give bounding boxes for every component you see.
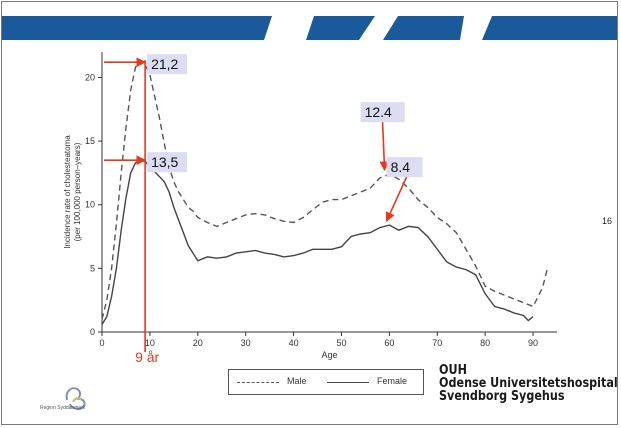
male-60-callout-label: 12.4	[365, 104, 392, 120]
x-tick-label: 20	[193, 338, 203, 348]
organization-name: OUH Odense Universitetshospital Svendbor…	[439, 363, 618, 404]
peak-female-callout-box	[147, 152, 188, 173]
header-band	[2, 16, 617, 40]
x-tick-label: 0	[99, 338, 104, 348]
peak-female-callout-label: 13,5	[151, 154, 178, 170]
y-tick-label: 0	[90, 327, 95, 337]
female-60-callout-label: 8.4	[391, 159, 411, 175]
age-annotation-label: 9 år	[135, 349, 159, 365]
legend-female-line	[327, 382, 369, 383]
header-segment	[383, 16, 464, 40]
chart-legend: Male Female	[228, 369, 424, 395]
y-axis-label-line1: Incidence rate of cholesteatoma	[63, 135, 72, 249]
x-tick-label: 50	[336, 338, 346, 348]
x-tick-label: 40	[289, 338, 299, 348]
x-tick-label: 90	[528, 338, 538, 348]
legend-male-label: Male	[287, 376, 307, 386]
org-line-3: Svendborg Sygehus	[439, 389, 565, 404]
x-axis-label: Age	[321, 350, 337, 360]
y-tick-label: 10	[85, 200, 95, 210]
region-logo-icon	[65, 387, 86, 410]
series-line-female	[101, 159, 534, 325]
x-tick-label: 80	[480, 338, 490, 348]
x-tick-label: 70	[432, 338, 442, 348]
page-number: 16	[602, 216, 613, 226]
peak-male-callout-label: 21,2	[151, 56, 178, 72]
y-tick-label: 15	[85, 136, 95, 146]
region-logo-text: Region Syddanmark	[40, 405, 86, 411]
male-60-callout-box	[360, 102, 405, 123]
y-tick-label: 20	[85, 72, 95, 82]
y-tick-label: 5	[90, 263, 95, 273]
female-60-arrow	[385, 176, 408, 222]
org-line-2: Odense Universitetshospital	[439, 376, 618, 391]
y-axis-label-line2: (per 100,000 person–years)	[73, 142, 82, 241]
male-60-arrow	[379, 122, 390, 172]
female-60-callout-box	[386, 157, 423, 178]
x-tick-label: 10	[145, 338, 155, 348]
x-tick-label: 60	[384, 338, 394, 348]
header-segment	[482, 16, 617, 40]
org-line-1: OUH	[439, 363, 467, 378]
peak-male-callout-box	[147, 54, 188, 75]
header-segment	[306, 16, 375, 40]
legend-male-line	[237, 382, 279, 383]
header-segment	[2, 16, 272, 40]
x-tick-label: 30	[241, 338, 251, 348]
legend-female-label: Female	[377, 376, 408, 386]
